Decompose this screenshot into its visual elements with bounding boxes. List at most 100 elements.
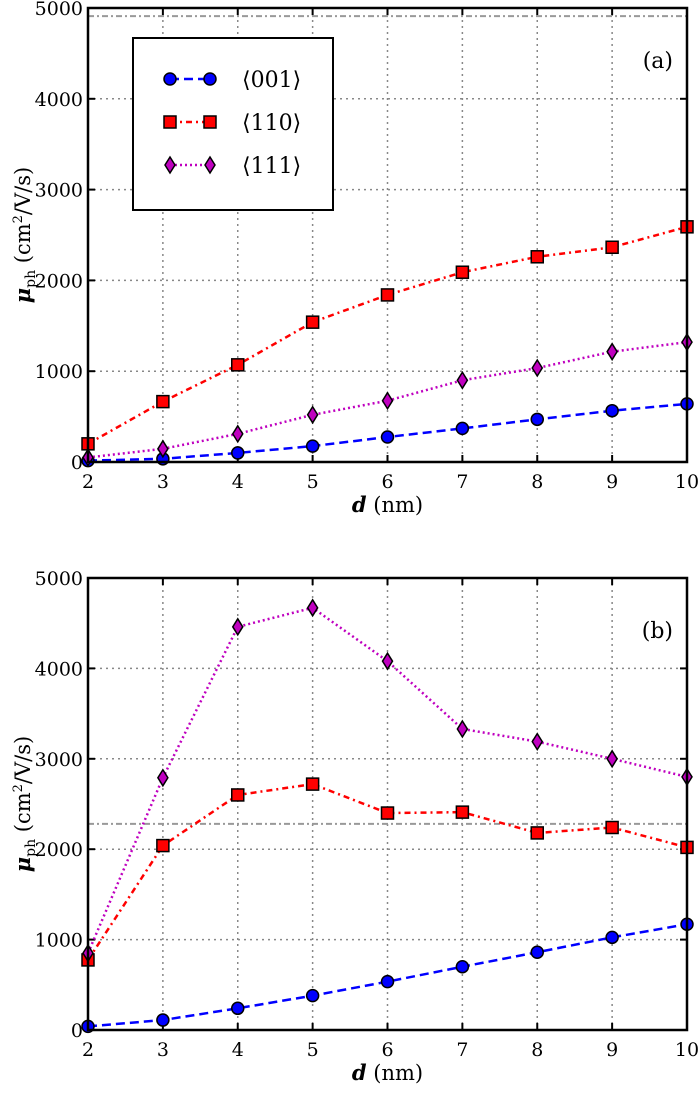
legend: ⟨001⟩ ⟨110⟩ ⟨111⟩ bbox=[132, 37, 334, 211]
axes-frame bbox=[86, 576, 689, 1032]
y-axis-unit: (cm bbox=[11, 792, 35, 839]
x-tick-label: 6 bbox=[381, 471, 393, 493]
data-point-square bbox=[231, 358, 245, 372]
data-point-diamond bbox=[156, 768, 169, 788]
y-axis-unit-rest: /V/s) bbox=[11, 736, 35, 784]
x-tick-label: 8 bbox=[531, 1039, 543, 1061]
y-axis-unit-rest: /V/s) bbox=[11, 167, 35, 215]
legend-marker-square bbox=[203, 115, 217, 129]
panel-label: (a) bbox=[643, 49, 673, 74]
data-point-circle bbox=[605, 930, 619, 945]
x-tick-label: 4 bbox=[232, 1039, 244, 1061]
x-axis-label: d (nm) bbox=[352, 1060, 423, 1085]
data-point-diamond bbox=[231, 424, 244, 444]
data-point-square bbox=[380, 806, 395, 820]
data-point-diamond bbox=[306, 598, 319, 618]
y-axis-subscript: ph bbox=[23, 270, 39, 288]
x-tick-label: 4 bbox=[232, 471, 244, 493]
data-point-diamond bbox=[381, 651, 394, 671]
x-axis-unit: (nm) bbox=[367, 493, 424, 517]
x-tick-label: 3 bbox=[157, 471, 169, 493]
legend-label: ⟨110⟩ bbox=[242, 111, 301, 136]
x-tick-label: 2 bbox=[82, 471, 94, 493]
legend-marker-circle bbox=[203, 72, 217, 86]
y-tick-label: 4000 bbox=[35, 658, 83, 680]
y-tick-label: 2000 bbox=[35, 839, 83, 861]
data-point-diamond bbox=[306, 405, 319, 425]
data-point-square bbox=[305, 777, 320, 791]
x-tick-label: 5 bbox=[307, 471, 319, 493]
y-axis-superscript: 2 bbox=[11, 784, 26, 792]
legend-marker-diamond bbox=[204, 155, 216, 175]
x-tick-label: 6 bbox=[381, 1039, 393, 1061]
x-axis-variable: d bbox=[352, 492, 367, 517]
data-point-square bbox=[156, 394, 170, 409]
y-axis-subscript: ph bbox=[23, 839, 39, 857]
data-point-circle bbox=[530, 412, 544, 427]
data-point-circle bbox=[380, 430, 395, 444]
data-point-diamond bbox=[231, 617, 244, 637]
data-point-circle bbox=[156, 1013, 170, 1027]
data-point-circle bbox=[305, 439, 320, 453]
y-axis-superscript: 2 bbox=[11, 215, 26, 223]
data-point-diamond bbox=[456, 719, 469, 739]
series-line-2 bbox=[86, 606, 688, 954]
panel-b: 2 3 4 5 6 7 8 9 10 0 1000 2000 3000 4000 5000 (b) d (nm)… bbox=[10, 568, 699, 1085]
data-point-diamond bbox=[531, 732, 544, 752]
data-point-square bbox=[530, 826, 544, 840]
data-point-diamond bbox=[531, 358, 544, 378]
data-point-square bbox=[530, 250, 544, 264]
data-point-circle bbox=[231, 1001, 245, 1016]
axes-frame bbox=[86, 6, 689, 464]
data-point-square bbox=[231, 788, 245, 802]
y-tick-label: 1000 bbox=[35, 361, 83, 383]
legend-marker-circle bbox=[163, 72, 177, 86]
panel-label: (b) bbox=[642, 619, 673, 644]
legend-label: ⟨001⟩ bbox=[242, 68, 301, 93]
data-point-circle bbox=[530, 945, 544, 960]
y-axis-label: μph (cm2/V/s) bbox=[10, 736, 39, 872]
legend-box bbox=[132, 37, 334, 211]
y-axis-variable: μ bbox=[10, 857, 35, 872]
x-tick-label: 8 bbox=[531, 471, 543, 493]
legend-marker-square bbox=[163, 115, 177, 129]
x-tick-label: 9 bbox=[606, 1039, 618, 1061]
data-point-diamond bbox=[456, 370, 469, 390]
y-tick-label: 0 bbox=[71, 1020, 83, 1042]
legend-label: ⟨111⟩ bbox=[242, 154, 301, 179]
y-tick-label: 4000 bbox=[35, 89, 83, 111]
x-axis-variable: d bbox=[352, 1060, 367, 1085]
x-tick-label: 5 bbox=[307, 1039, 319, 1061]
data-point-diamond bbox=[606, 342, 619, 362]
y-tick-label: 1000 bbox=[35, 930, 83, 952]
data-point-circle bbox=[305, 988, 320, 1003]
x-axis-unit: (nm) bbox=[367, 1061, 424, 1085]
y-tick-label: 3000 bbox=[35, 180, 83, 202]
y-tick-label: 5000 bbox=[35, 568, 83, 590]
x-tick-label: 10 bbox=[675, 471, 699, 493]
x-axis-label: d (nm) bbox=[352, 492, 423, 517]
x-tick-label: 2 bbox=[82, 1039, 94, 1061]
data-point-circle bbox=[231, 446, 245, 460]
data-point-circle bbox=[455, 959, 470, 974]
data-point-square bbox=[156, 838, 170, 853]
legend-marker-diamond bbox=[164, 155, 176, 175]
panel-a: 2 3 4 5 6 7 8 9 10 0 1000 2000 3000 4000 5000 (a) d (nm)… bbox=[10, 0, 699, 517]
data-point-square bbox=[605, 240, 619, 255]
data-point-square bbox=[455, 265, 470, 279]
y-axis-label: μph (cm2/V/s) bbox=[10, 167, 39, 303]
x-tick-label: 7 bbox=[456, 471, 468, 493]
data-point-square bbox=[305, 315, 320, 329]
data-point-circle bbox=[455, 421, 470, 436]
y-axis-unit: (cm bbox=[11, 223, 35, 270]
data-point-diamond bbox=[156, 439, 169, 459]
data-point-diamond bbox=[381, 391, 394, 411]
x-tick-label: 7 bbox=[456, 1039, 468, 1061]
data-point-square bbox=[455, 805, 470, 819]
y-axis-variable: μ bbox=[10, 288, 35, 303]
y-tick-label: 0 bbox=[71, 452, 83, 474]
data-point-square bbox=[605, 820, 619, 835]
data-point-diamond bbox=[606, 749, 619, 769]
series-line-0 bbox=[87, 923, 688, 1028]
